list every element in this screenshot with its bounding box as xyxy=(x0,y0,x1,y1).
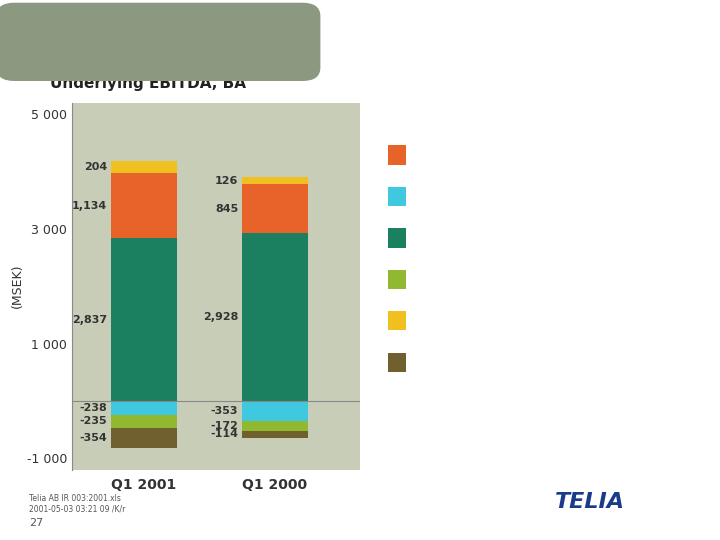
Bar xyxy=(387,311,406,330)
Text: Underlying EBITDA, BA: Underlying EBITDA, BA xyxy=(50,76,246,91)
Bar xyxy=(112,173,176,238)
Bar xyxy=(112,238,176,401)
Text: -3.1: -3.1 xyxy=(663,232,693,245)
Bar xyxy=(112,401,176,415)
Text: 845: 845 xyxy=(215,204,238,214)
Text: Mobile: Mobile xyxy=(428,148,477,161)
Text: 27: 27 xyxy=(29,518,43,529)
Text: Total for the Group: Total for the Group xyxy=(387,420,536,434)
Text: -114: -114 xyxy=(210,429,238,440)
Text: -354: -354 xyxy=(80,433,107,443)
Text: -: - xyxy=(687,356,693,369)
Bar xyxy=(387,228,406,248)
Bar xyxy=(387,145,406,165)
Text: Financial overview: Financial overview xyxy=(27,32,216,51)
Bar xyxy=(387,353,406,372)
Text: 2,837: 2,837 xyxy=(72,315,107,325)
Bar xyxy=(112,161,176,173)
Text: -235: -235 xyxy=(80,416,107,427)
Text: -: - xyxy=(687,190,693,203)
Text: TELIA: TELIA xyxy=(555,492,626,512)
Bar xyxy=(112,428,176,448)
Bar xyxy=(242,185,307,233)
Text: Group-wide: Group-wide xyxy=(428,356,514,369)
Bar xyxy=(242,421,307,431)
Bar xyxy=(387,269,406,289)
Text: +2.7: +2.7 xyxy=(656,420,693,434)
Text: Equity: Equity xyxy=(428,314,475,327)
Text: 1,134: 1,134 xyxy=(72,201,107,211)
Text: 2,928: 2,928 xyxy=(203,312,238,322)
Text: -353: -353 xyxy=(211,406,238,416)
Bar xyxy=(242,431,307,437)
Bar xyxy=(387,187,406,206)
Text: -238: -238 xyxy=(80,403,107,413)
Text: -: - xyxy=(687,273,693,286)
Text: +34.2: +34.2 xyxy=(649,148,693,161)
Text: Change in %: Change in % xyxy=(592,117,689,131)
Text: Telia AB IR 003:2001.xls
2001-05-03 03:21 09 /K/r: Telia AB IR 003:2001.xls 2001-05-03 03:2… xyxy=(29,494,125,514)
Text: Networks: Networks xyxy=(428,232,499,245)
Bar xyxy=(242,233,307,401)
Bar xyxy=(242,401,307,421)
Text: 126: 126 xyxy=(215,176,238,186)
Bar xyxy=(242,177,307,185)
Y-axis label: (MSEK): (MSEK) xyxy=(11,264,24,308)
Text: 204: 204 xyxy=(84,162,107,172)
Text: +61.9: +61.9 xyxy=(649,314,693,327)
Text: -172: -172 xyxy=(210,421,238,431)
Text: International Carrier: International Carrier xyxy=(428,190,582,203)
Bar xyxy=(112,415,176,428)
Text: Internet Services: Internet Services xyxy=(428,273,556,286)
